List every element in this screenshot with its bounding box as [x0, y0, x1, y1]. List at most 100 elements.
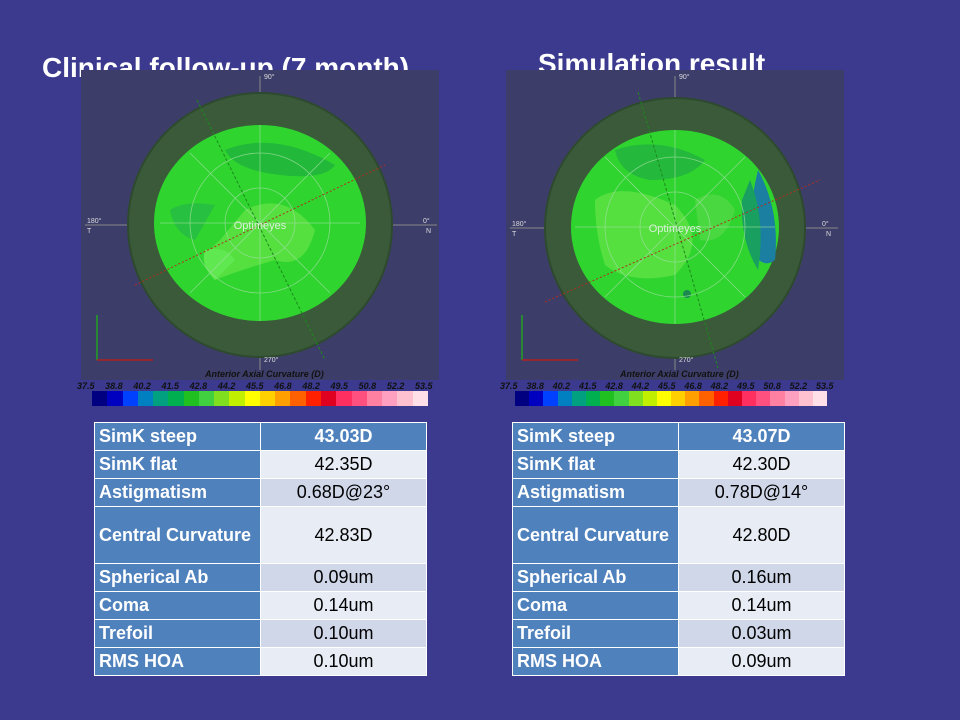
colorbar-swatch: [122, 391, 138, 406]
table-row: Coma 0.14um: [512, 591, 845, 620]
left-watermark: Optimeyes: [234, 220, 287, 232]
colorbar-swatch: [168, 391, 184, 406]
colorbar-swatch: [543, 391, 558, 406]
colorbar-swatch: [305, 391, 321, 406]
left-colorbar: [92, 391, 428, 406]
right-label-270: 270°: [679, 356, 694, 364]
scale-tick-label: 41.5: [161, 381, 180, 391]
table-row: Trefoil 0.03um: [512, 619, 845, 648]
colorbar-swatch: [798, 391, 813, 406]
row-value: 0.14um: [260, 591, 427, 620]
left-curvature-map: Optimeyes 90° 180° T 0° N 270° Anterior …: [75, 70, 445, 410]
scale-tick-label: 46.8: [274, 381, 292, 391]
row-label: Coma: [94, 591, 261, 620]
left-results-table: SimK steep 43.03D SimK flat 42.35D Astigma…: [94, 422, 427, 676]
row-value: 43.03D: [260, 422, 427, 451]
table-row: SimK flat 42.35D: [94, 450, 427, 479]
colorbar-swatch: [756, 391, 771, 406]
right-watermark: Optimeyes: [649, 223, 702, 235]
scale-tick-label: 53.5: [816, 381, 834, 391]
scale-tick-label: 42.8: [189, 381, 208, 391]
table-row: RMS HOA 0.09um: [512, 647, 845, 676]
table-row: Coma 0.14um: [94, 591, 427, 620]
scale-tick-label: 44.2: [631, 381, 650, 391]
colorbar-swatch: [727, 391, 742, 406]
colorbar-swatch: [515, 391, 530, 406]
colorbar-swatch: [259, 391, 276, 406]
left-label-0: 0°: [423, 217, 430, 225]
colorbar-swatch: [656, 391, 672, 406]
row-label: SimK steep: [512, 422, 679, 451]
row-label: SimK steep: [94, 422, 261, 451]
right-results-table: SimK steep 43.07D SimK flat 42.30D Astigma…: [512, 422, 845, 676]
scale-tick-label: 38.8: [105, 381, 123, 391]
right-label-n: N: [826, 231, 831, 238]
row-value: 42.30D: [678, 450, 845, 479]
colorbar-swatch: [628, 391, 643, 406]
row-value: 0.09um: [260, 563, 427, 592]
right-label-90: 90°: [679, 73, 690, 81]
row-label: Central Curvature: [512, 506, 679, 564]
right-scale-ticks: 37.5 38.8 40.2 41.5 42.8 44.2 45.5 46.8 48.2 49.5…: [500, 381, 870, 395]
row-value: 0.68D@23°: [260, 478, 427, 507]
table-row: RMS HOA 0.10um: [94, 647, 427, 676]
table-row: Central Curvature 42.80D: [512, 506, 845, 564]
row-label: SimK flat: [512, 450, 679, 479]
table-row: Spherical Ab 0.16um: [512, 563, 845, 592]
right-label-0: 0°: [822, 220, 829, 228]
left-map-graphic: Optimeyes 90° 180° T 0° N 270°: [81, 70, 439, 380]
row-label: Trefoil: [512, 619, 679, 648]
table-row: Trefoil 0.10um: [94, 619, 427, 648]
row-value: 0.78D@14°: [678, 478, 845, 507]
table-row: SimK steep 43.03D: [94, 422, 427, 451]
right-label-180: 180°: [512, 220, 527, 228]
colorbar-swatch: [366, 391, 383, 406]
scale-tick-label: 41.5: [579, 381, 597, 391]
row-value: 0.10um: [260, 619, 427, 648]
row-value: 43.07D: [678, 422, 845, 451]
left-label-n: N: [426, 228, 431, 235]
row-label: Spherical Ab: [512, 563, 679, 592]
scale-tick-label: 42.8: [605, 381, 623, 391]
scale-tick-label: 37.5: [500, 381, 518, 391]
row-label: SimK flat: [94, 450, 261, 479]
right-map-graphic: Optimeyes 90° 180° T 0° N 270°: [506, 70, 844, 380]
colorbar-swatch: [397, 391, 413, 406]
colorbar-swatch: [107, 391, 123, 406]
colorbar-swatch: [412, 391, 428, 406]
colorbar-swatch: [585, 391, 601, 406]
colorbar-swatch: [713, 391, 728, 406]
scale-tick-label: 37.5: [77, 381, 95, 391]
left-label-90: 90°: [264, 73, 275, 81]
colorbar-swatch: [812, 391, 828, 406]
colorbar-swatch: [671, 391, 686, 406]
colorbar-swatch: [290, 391, 306, 406]
scale-tick-label: 45.5: [246, 381, 264, 391]
scale-tick-label: 40.2: [133, 381, 151, 391]
colorbar-swatch: [229, 391, 245, 406]
colorbar-swatch: [351, 391, 367, 406]
colorbar-swatch: [642, 391, 657, 406]
colorbar-swatch: [275, 391, 291, 406]
scale-tick-label: 40.2: [552, 381, 571, 391]
scale-tick-label: 45.5: [658, 381, 676, 391]
row-value: 0.09um: [678, 647, 845, 676]
right-colorbar: [515, 391, 828, 406]
row-value: 0.16um: [678, 563, 845, 592]
left-label-t: T: [87, 228, 92, 235]
scale-tick-label: 50.8: [763, 381, 781, 391]
row-label: Astigmatism: [94, 478, 261, 507]
left-label-270: 270°: [264, 356, 279, 364]
scale-tick-label: 49.5: [330, 381, 349, 391]
right-axis-title: Anterior Axial Curvature (D): [620, 369, 739, 379]
colorbar-swatch: [92, 391, 108, 406]
table-row: Spherical Ab 0.09um: [94, 563, 427, 592]
row-label: RMS HOA: [512, 647, 679, 676]
row-label: Coma: [512, 591, 679, 620]
colorbar-swatch: [137, 391, 154, 406]
right-label-t: T: [512, 231, 517, 238]
row-value: 0.03um: [678, 619, 845, 648]
left-axis-title: Anterior Axial Curvature (D): [205, 369, 324, 379]
colorbar-swatch: [198, 391, 215, 406]
scale-tick-label: 46.8: [684, 381, 702, 391]
